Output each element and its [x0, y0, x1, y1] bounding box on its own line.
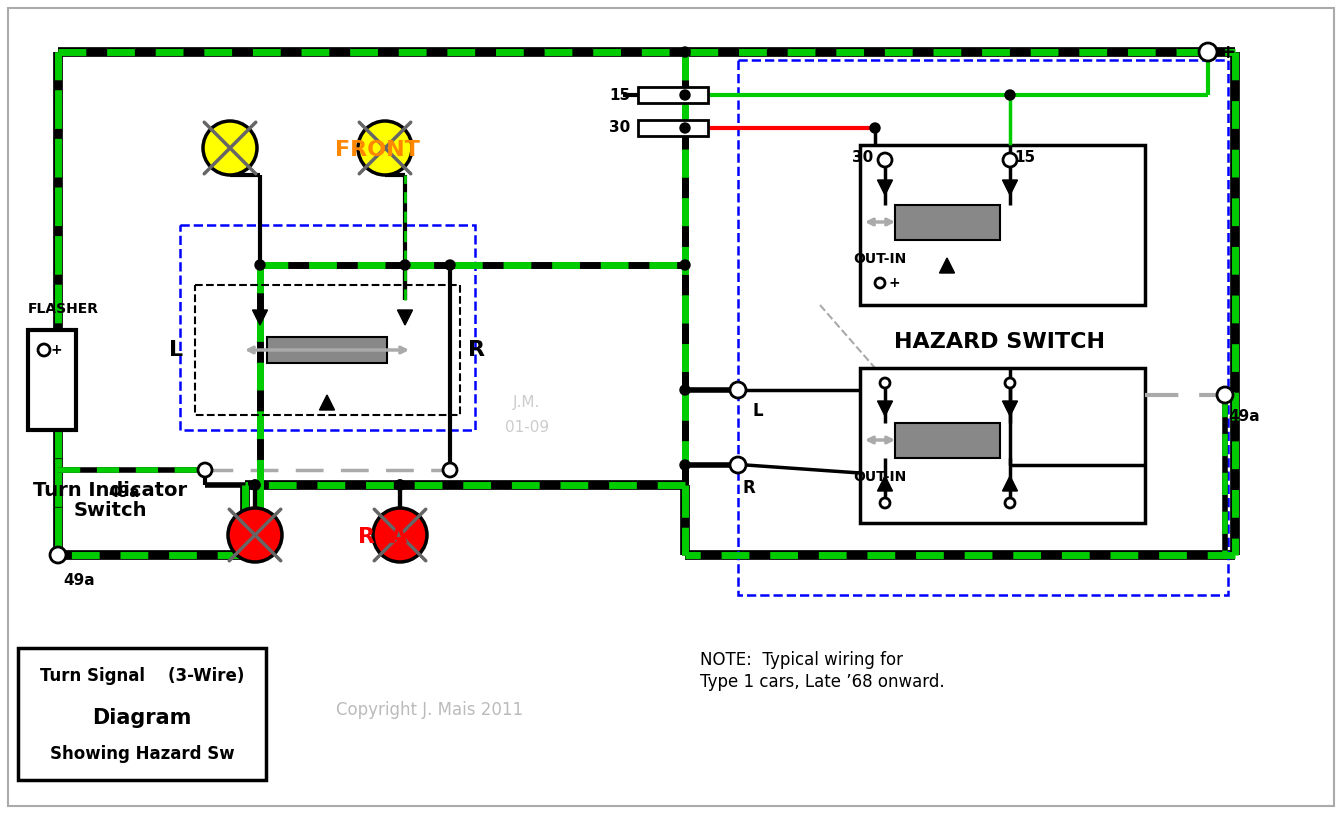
Polygon shape: [1003, 401, 1017, 416]
Polygon shape: [1003, 476, 1017, 491]
Circle shape: [680, 47, 689, 57]
Circle shape: [680, 385, 689, 395]
Circle shape: [1199, 43, 1218, 61]
Bar: [267, 337, 387, 363]
Circle shape: [395, 480, 405, 490]
Bar: [638, 87, 708, 103]
Text: FLASHER: FLASHER: [28, 302, 99, 316]
Text: J.M.
01-09: J.M. 01-09: [505, 395, 550, 435]
Circle shape: [680, 123, 689, 133]
Circle shape: [401, 260, 410, 270]
Bar: [638, 120, 708, 136]
Text: 15: 15: [1013, 150, 1035, 166]
Polygon shape: [939, 258, 954, 273]
Circle shape: [1005, 378, 1015, 388]
Circle shape: [445, 260, 456, 270]
Bar: [860, 145, 1145, 305]
Text: 30: 30: [852, 150, 874, 166]
Circle shape: [730, 457, 746, 473]
Circle shape: [1003, 153, 1017, 167]
Text: HAZARD SWITCH: HAZARD SWITCH: [895, 332, 1106, 352]
Circle shape: [1005, 498, 1015, 508]
Circle shape: [38, 344, 50, 356]
Circle shape: [680, 460, 689, 470]
Polygon shape: [1003, 180, 1017, 195]
Text: R: R: [743, 479, 755, 497]
Circle shape: [880, 378, 890, 388]
Text: OUT-IN: OUT-IN: [853, 252, 907, 266]
Text: Switch: Switch: [74, 500, 146, 520]
Circle shape: [228, 508, 282, 562]
Bar: [180, 225, 474, 430]
Text: 49a: 49a: [63, 573, 94, 588]
Text: Turn Signal    (3-Wire): Turn Signal (3-Wire): [40, 667, 245, 685]
Text: 15: 15: [609, 87, 630, 103]
Circle shape: [680, 90, 689, 100]
Polygon shape: [878, 476, 892, 491]
Circle shape: [875, 278, 884, 288]
Text: NOTE:  Typical wiring for: NOTE: Typical wiring for: [700, 651, 903, 669]
Polygon shape: [253, 310, 267, 325]
Text: L: L: [169, 340, 183, 360]
Text: OUT-IN: OUT-IN: [853, 470, 907, 484]
Circle shape: [395, 480, 405, 490]
Circle shape: [878, 153, 892, 167]
Bar: [895, 205, 1000, 240]
Text: +: +: [888, 276, 900, 290]
Circle shape: [250, 480, 259, 490]
Circle shape: [250, 480, 259, 490]
Bar: [895, 423, 1000, 458]
Text: Showing Hazard Sw: Showing Hazard Sw: [50, 745, 234, 763]
Circle shape: [880, 498, 890, 508]
Text: FRONT: FRONT: [335, 140, 419, 160]
Polygon shape: [320, 395, 335, 410]
Circle shape: [680, 260, 689, 270]
Text: REAR: REAR: [358, 527, 425, 547]
Polygon shape: [878, 401, 892, 416]
Text: 30: 30: [609, 121, 630, 135]
Bar: [195, 285, 460, 415]
Text: Type 1 cars, Late ’68 onward.: Type 1 cars, Late ’68 onward.: [700, 673, 945, 691]
Circle shape: [374, 508, 427, 562]
Text: Turn Indicator: Turn Indicator: [34, 481, 187, 499]
Circle shape: [50, 547, 66, 563]
Text: 49a: 49a: [1228, 409, 1259, 424]
Text: R: R: [468, 340, 485, 360]
Circle shape: [198, 463, 212, 477]
Text: +: +: [1220, 42, 1236, 61]
Circle shape: [203, 121, 257, 175]
Text: L: L: [753, 402, 762, 420]
Bar: [17, 648, 266, 780]
Text: Diagram: Diagram: [93, 708, 192, 728]
Circle shape: [870, 123, 880, 133]
Text: Copyright J. Mais 2011: Copyright J. Mais 2011: [336, 701, 524, 719]
Bar: [28, 330, 77, 430]
Polygon shape: [398, 310, 413, 325]
Polygon shape: [878, 180, 892, 195]
Circle shape: [255, 260, 265, 270]
Circle shape: [1218, 387, 1232, 403]
Circle shape: [444, 463, 457, 477]
Bar: [860, 368, 1145, 523]
Bar: [738, 60, 1228, 595]
Circle shape: [730, 382, 746, 398]
Text: 49a: 49a: [109, 485, 140, 500]
Circle shape: [1005, 90, 1015, 100]
Circle shape: [358, 121, 413, 175]
Text: +: +: [50, 343, 62, 357]
